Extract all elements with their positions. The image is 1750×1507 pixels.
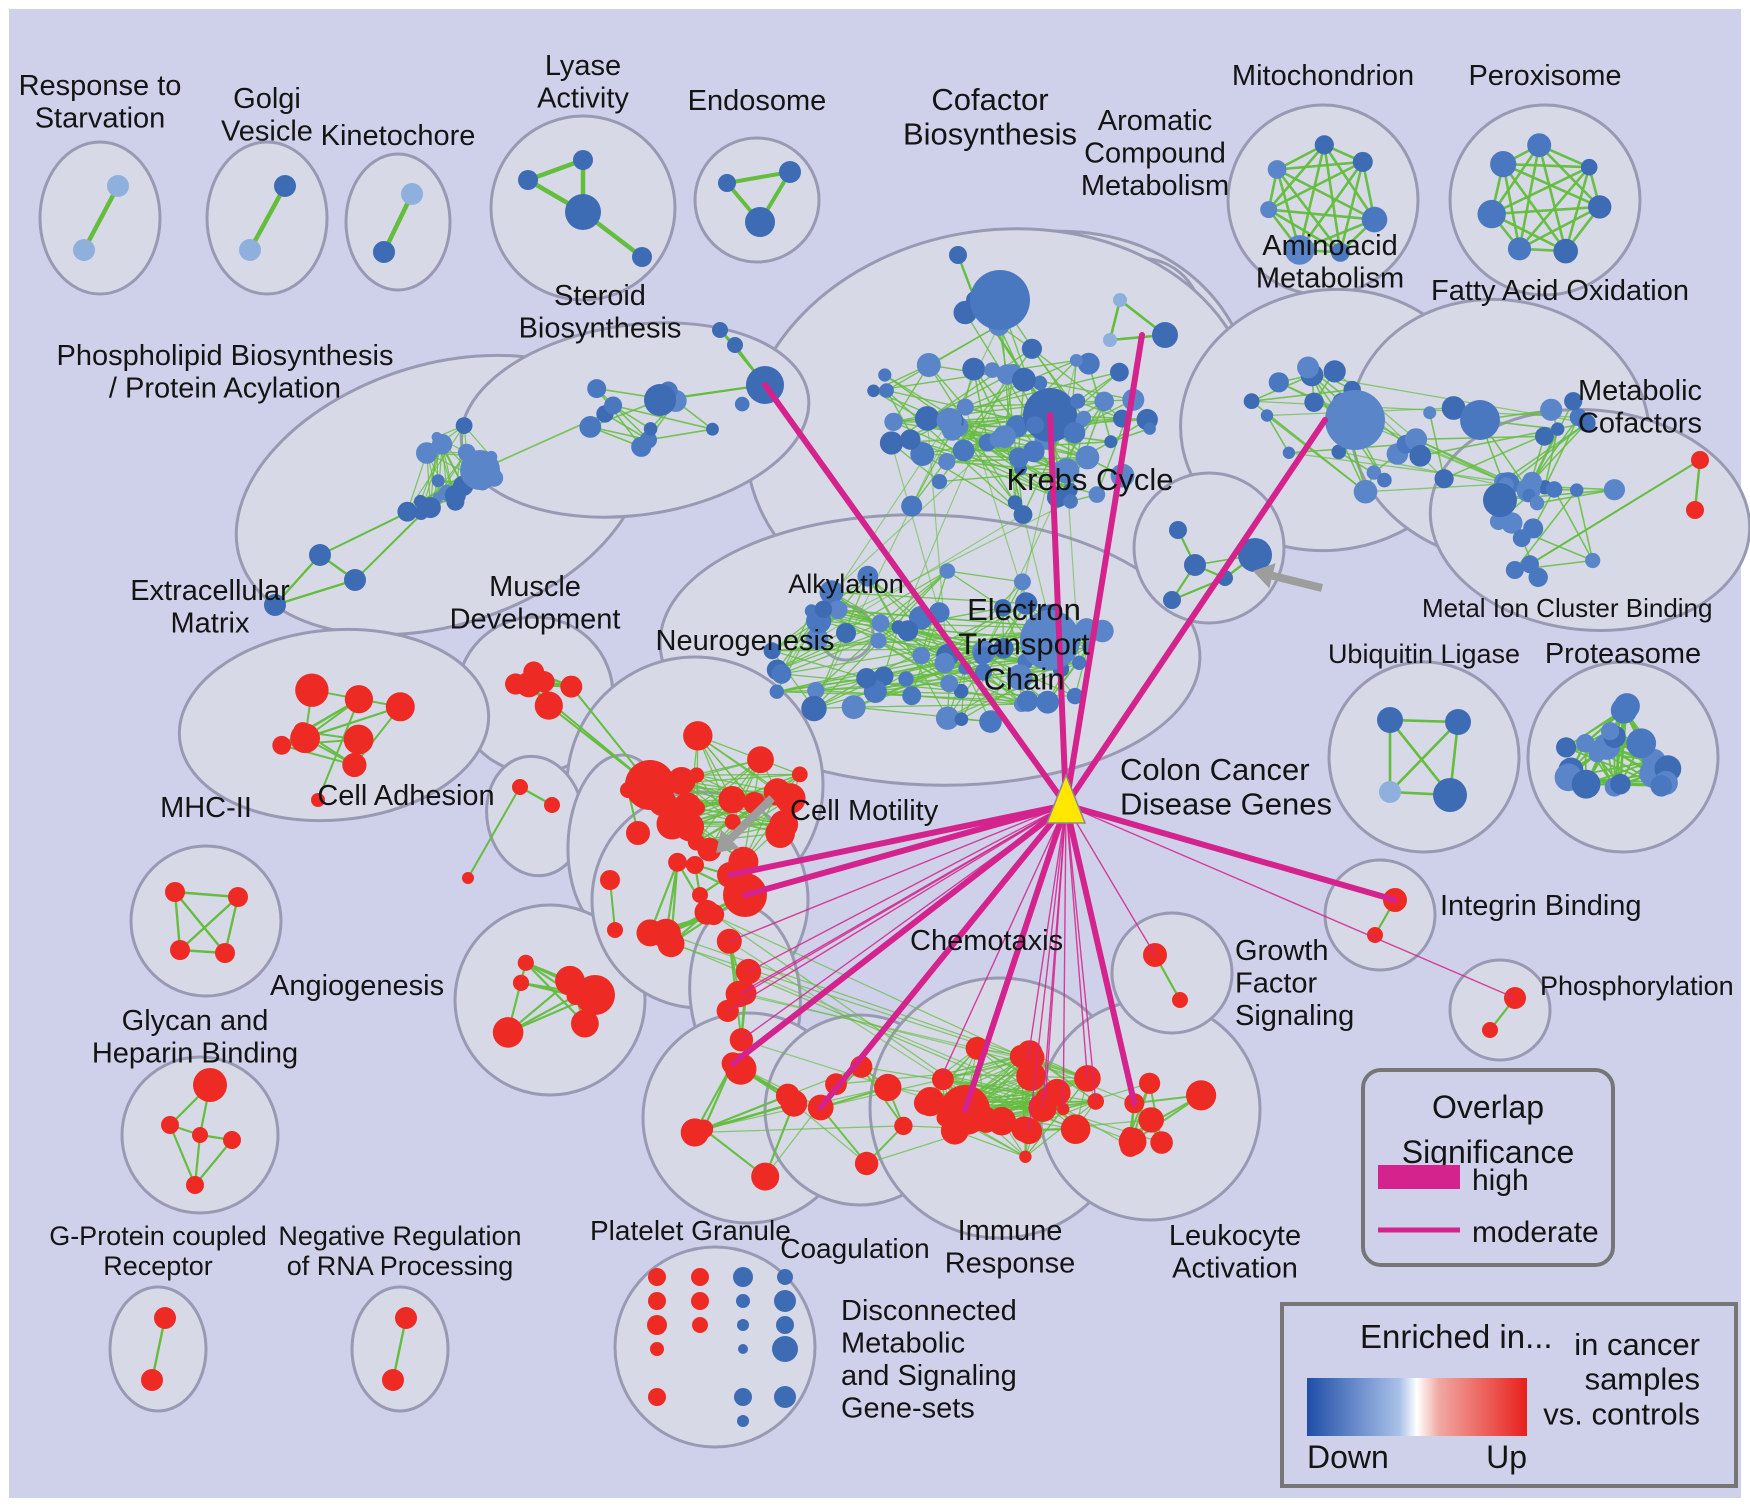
svg-text:Cell Adhesion: Cell Adhesion — [317, 780, 494, 812]
svg-text:Integrin Binding: Integrin Binding — [1440, 890, 1642, 922]
svg-text:Fatty Acid Oxidation: Fatty Acid Oxidation — [1431, 275, 1689, 307]
svg-text:Chemotaxis: Chemotaxis — [910, 925, 1063, 957]
svg-text:Ubiquitin Ligase: Ubiquitin Ligase — [1328, 639, 1520, 669]
svg-text:Peroxisome: Peroxisome — [1468, 60, 1621, 92]
svg-text:Endosome: Endosome — [688, 85, 827, 117]
svg-text:high: high — [1472, 1164, 1529, 1197]
svg-text:Neurogenesis: Neurogenesis — [656, 625, 835, 657]
svg-text:Alkylation: Alkylation — [788, 569, 904, 599]
svg-text:Metal Ion Cluster Binding: Metal Ion Cluster Binding — [1422, 593, 1712, 623]
svg-text:Krebs Cycle: Krebs Cycle — [1006, 462, 1173, 497]
svg-text:Kinetochore: Kinetochore — [321, 120, 476, 152]
svg-text:Down: Down — [1307, 1439, 1389, 1475]
svg-text:MHC-II: MHC-II — [160, 792, 252, 824]
svg-text:Cell Motility: Cell Motility — [790, 795, 939, 827]
svg-text:Enriched in...: Enriched in... — [1360, 1318, 1553, 1355]
svg-text:moderate: moderate — [1472, 1216, 1599, 1249]
svg-text:Angiogenesis: Angiogenesis — [270, 970, 444, 1002]
svg-text:Platelet Granule: Platelet Granule — [590, 1215, 791, 1246]
svg-text:Coagulation: Coagulation — [780, 1233, 929, 1264]
svg-text:Phosphorylation: Phosphorylation — [1540, 971, 1734, 1001]
svg-text:Up: Up — [1486, 1439, 1527, 1475]
svg-text:Mitochondrion: Mitochondrion — [1232, 60, 1414, 92]
svg-text:Proteasome: Proteasome — [1545, 638, 1701, 670]
svg-text:Overlap: Overlap — [1432, 1089, 1544, 1125]
